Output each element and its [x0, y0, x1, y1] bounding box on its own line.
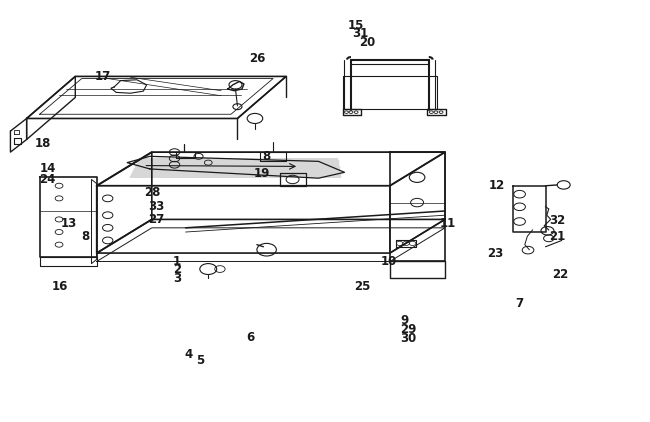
Text: 5: 5	[196, 354, 205, 367]
Text: 19: 19	[254, 167, 270, 180]
Text: 8: 8	[263, 150, 271, 163]
Text: 18: 18	[34, 137, 51, 150]
Text: 11: 11	[440, 217, 456, 230]
Text: 20: 20	[359, 36, 375, 49]
Text: 13: 13	[60, 217, 77, 230]
Text: 17: 17	[95, 70, 111, 83]
Text: 1: 1	[173, 255, 181, 268]
Text: 32: 32	[549, 214, 566, 227]
Text: 6: 6	[246, 331, 255, 344]
Text: 12: 12	[489, 179, 505, 192]
Text: 28: 28	[144, 186, 161, 199]
Text: 25: 25	[354, 280, 370, 293]
Text: 2: 2	[173, 263, 181, 276]
Text: 22: 22	[552, 268, 568, 281]
Text: 10: 10	[380, 255, 396, 268]
Text: 4: 4	[185, 347, 193, 360]
Text: 31: 31	[352, 27, 368, 40]
Text: 29: 29	[400, 323, 416, 336]
Text: 24: 24	[39, 173, 56, 186]
Text: 27: 27	[148, 213, 164, 226]
Text: 21: 21	[549, 230, 566, 243]
Text: 14: 14	[39, 162, 56, 176]
Text: 3: 3	[173, 272, 181, 285]
Text: 16: 16	[52, 280, 68, 293]
Text: 26: 26	[249, 52, 265, 65]
Text: 8: 8	[81, 230, 89, 243]
Text: 15: 15	[348, 19, 364, 32]
Text: 23: 23	[487, 246, 503, 260]
Text: 30: 30	[400, 332, 416, 344]
Text: 33: 33	[148, 200, 164, 213]
Text: 9: 9	[400, 314, 408, 327]
Text: 7: 7	[515, 297, 524, 310]
